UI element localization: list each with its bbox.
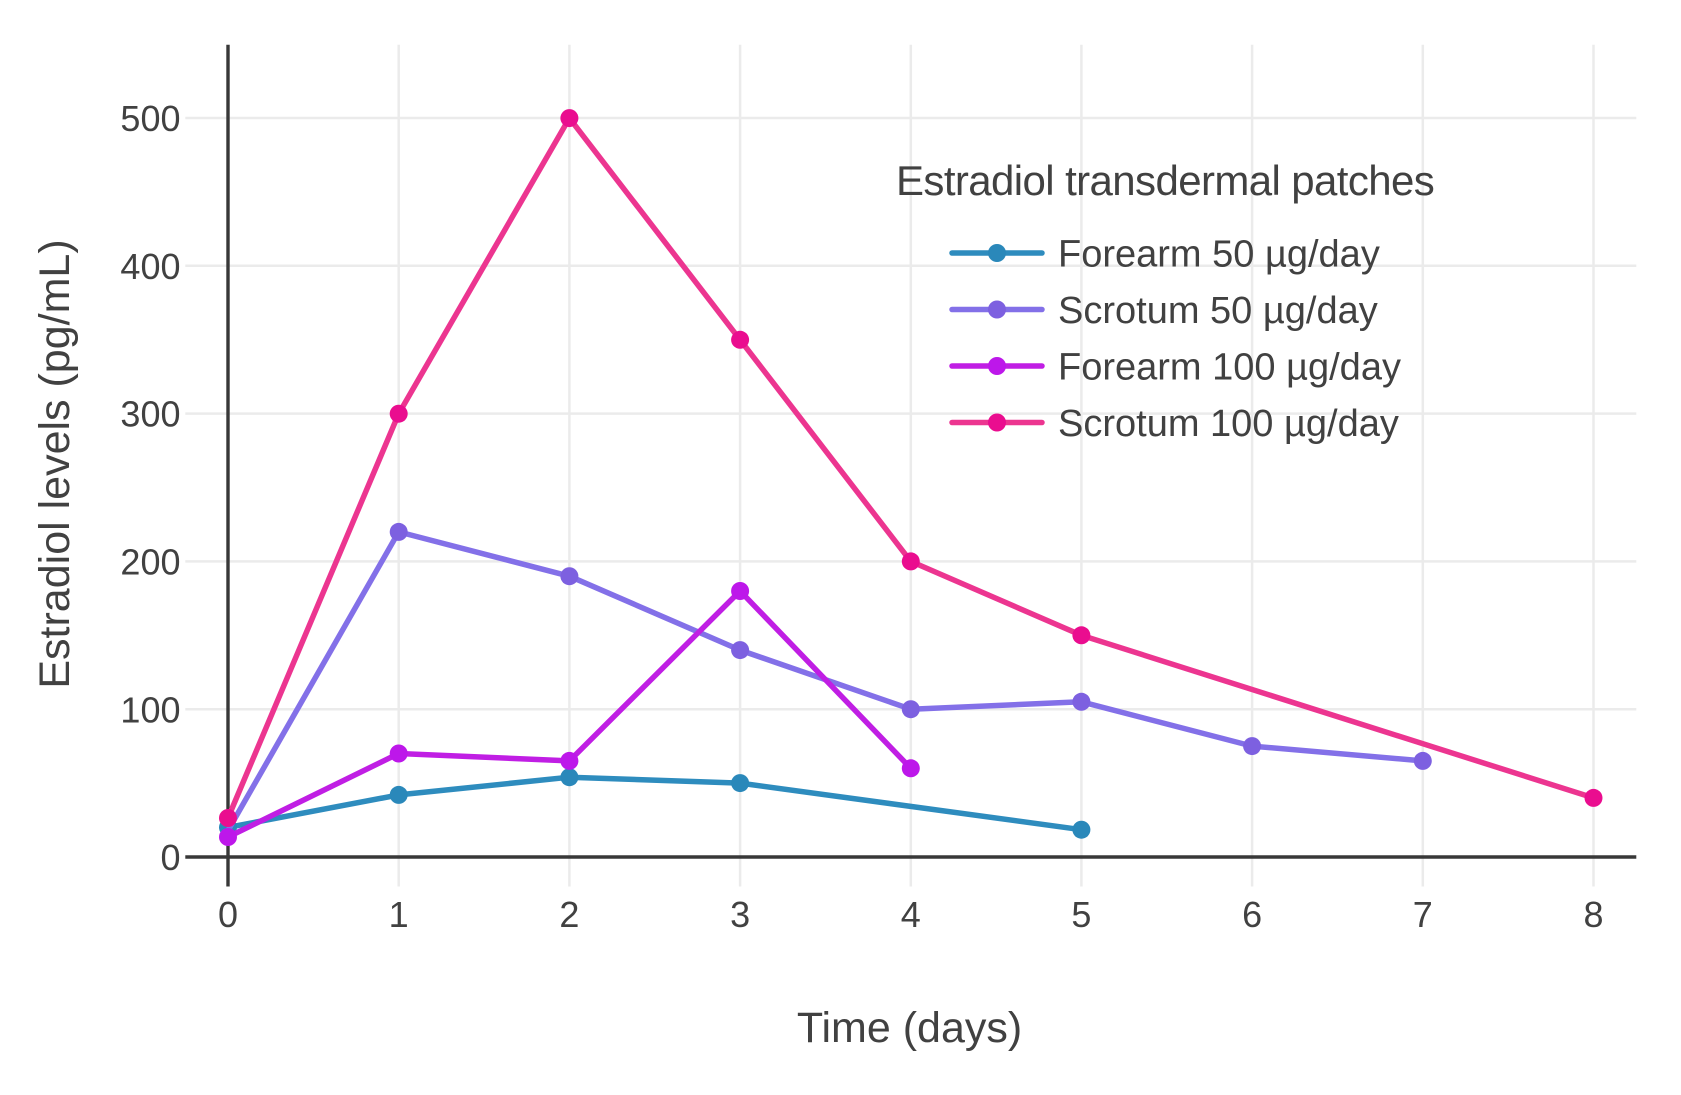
svg-text:Estradiol transdermal patches: Estradiol transdermal patches <box>896 157 1434 204</box>
svg-text:Scrotum 50 µg/day: Scrotum 50 µg/day <box>1058 290 1378 332</box>
svg-text:Forearm 100 µg/day: Forearm 100 µg/day <box>1058 347 1401 389</box>
svg-text:200: 200 <box>120 542 180 583</box>
svg-text:8: 8 <box>1583 894 1603 935</box>
svg-text:500: 500 <box>120 98 180 139</box>
svg-text:7: 7 <box>1413 894 1433 935</box>
svg-text:Forearm 50 µg/day: Forearm 50 µg/day <box>1058 234 1380 276</box>
svg-text:0: 0 <box>218 894 238 935</box>
svg-text:0: 0 <box>160 837 180 878</box>
svg-text:4: 4 <box>901 894 921 935</box>
svg-text:Estradiol levels (pg/mL): Estradiol levels (pg/mL) <box>31 239 79 688</box>
svg-text:3: 3 <box>730 894 750 935</box>
svg-text:6: 6 <box>1242 894 1262 935</box>
svg-text:2: 2 <box>559 894 579 935</box>
svg-text:Time (days): Time (days) <box>797 1004 1022 1052</box>
svg-text:100: 100 <box>120 689 180 730</box>
svg-text:300: 300 <box>120 394 180 435</box>
svg-text:Scrotum 100 µg/day: Scrotum 100 µg/day <box>1058 403 1399 445</box>
svg-text:400: 400 <box>120 246 180 287</box>
svg-text:1: 1 <box>389 894 409 935</box>
svg-text:5: 5 <box>1071 894 1091 935</box>
